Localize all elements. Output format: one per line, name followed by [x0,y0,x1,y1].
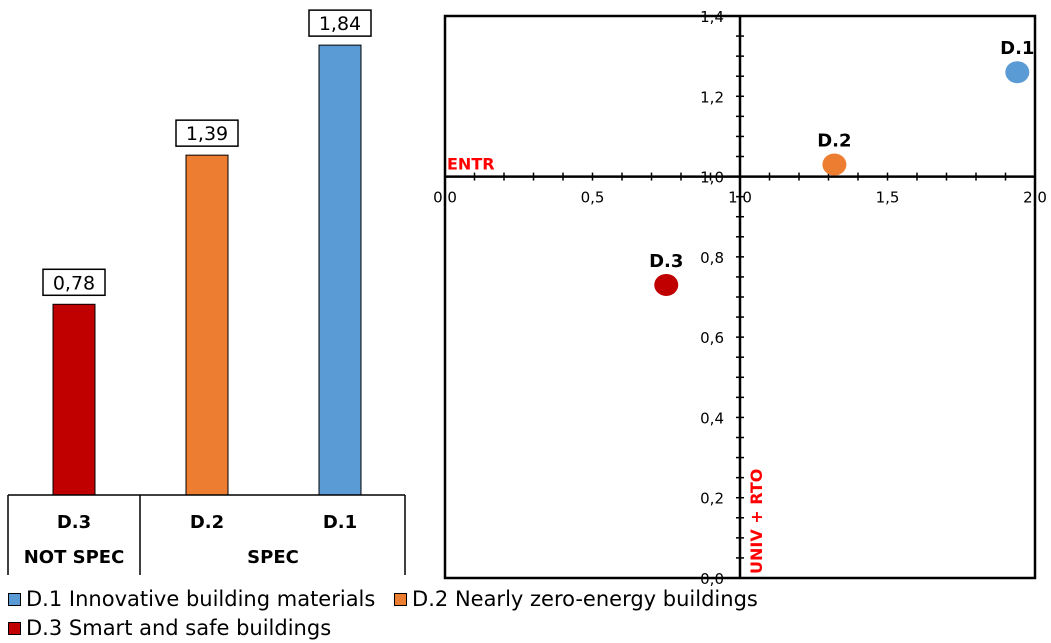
bar-chart: 0,78 1,39 1,84 D.3 D.2 D.1 NOT SPEC SPEC [7,9,406,575]
value-label-box-d3 [42,268,106,297]
x-axis-label: ENTR [447,155,495,174]
y-tick-label: 0,6 [700,329,724,347]
bar-d3 [52,303,96,496]
legend-swatch-d3 [8,622,21,635]
value-label-box-d1 [308,9,372,37]
y-tick-label: 1,4 [700,8,724,26]
legend-text-d3: Smart and safe buildings [68,616,332,640]
legend-row-1: D.1 Innovative building materials D.2 Ne… [8,585,1048,614]
x-tick-label: 0,5 [581,189,605,207]
value-label-d1: 1,84 [319,13,361,35]
point-d2 [822,153,847,176]
y-tick-label: 0,0 [700,570,724,588]
legend-code-d2: D.2 [412,587,449,611]
scatter-axes: 0,0 0,5 1,0 1,5 2,0 0,0 0,2 0,4 0,6 0,8 1,0 1,2 1,4 E… [433,8,1047,588]
legend-swatch-d1 [8,593,21,606]
x-tick-label: 1,5 [876,189,900,207]
category-label-d3: D.3 [57,512,91,533]
legend-text-d1: Innovative building materials [68,587,376,611]
bar-layer: 0,78 1,39 1,84 [42,9,372,496]
legend-text-d2: Nearly zero-energy buildings [454,587,758,611]
x-tick-label: 0,0 [433,189,457,207]
y-tick-label: 0,8 [700,249,724,267]
y-tick-label: 1,2 [700,88,724,106]
point-label-d1: D.1 [1000,38,1034,59]
y-tick-label: 0,2 [700,490,724,508]
point-d1 [1005,61,1030,84]
group-label-not-spec: NOT SPEC [24,547,125,568]
legend-swatch-d2 [394,593,408,606]
x-tick-label: 1,0 [728,189,752,207]
scatter-chart: 0,0 0,5 1,0 1,5 2,0 0,0 0,2 0,4 0,6 0,8 1,0 1,2 1,4 E… [433,8,1047,588]
value-label-d2: 1,39 [186,123,228,145]
scatter-points: D.1 D.2 D.3 [649,38,1034,296]
value-label-box-d2 [175,119,239,147]
y-tick-label: 1,0 [700,169,724,187]
category-label-d2: D.2 [190,512,224,533]
legend-item-d1: D.1 Innovative building materials [8,585,375,614]
point-label-d2: D.2 [817,131,851,152]
value-label-d3: 0,78 [53,272,95,294]
y-axis-label: UNIV + RTO [747,469,766,574]
category-label-d1: D.1 [323,512,357,533]
point-label-d3: D.3 [649,251,683,272]
point-d3 [654,273,679,296]
legend: D.1 Innovative building materials D.2 Ne… [8,585,1048,643]
legend-code-d1: D.1 [26,587,63,611]
legend-code-d3: D.3 [26,616,63,640]
bar-d1 [318,44,362,496]
legend-row-2: D.3 Smart and safe buildings [8,614,1048,643]
y-tick-label: 0,4 [700,409,724,427]
legend-item-d2: D.2 Nearly zero-energy buildings [394,585,758,614]
bar-d2 [185,154,229,496]
legend-item-d3: D.3 Smart and safe buildings [8,614,331,643]
bar-axis-layer: D.3 D.2 D.1 NOT SPEC SPEC [7,494,406,575]
x-tick-label: 2,0 [1023,189,1047,207]
group-label-spec: SPEC [247,547,299,568]
